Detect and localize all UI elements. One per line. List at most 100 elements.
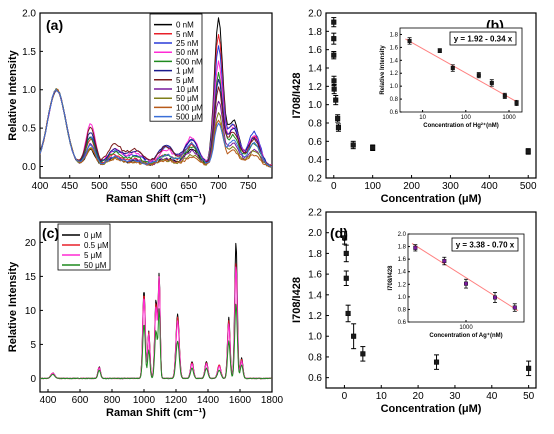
y-tick-label: 1.0 <box>308 100 322 111</box>
legend-box <box>57 223 111 271</box>
x-tick-label: 1400 <box>197 395 220 406</box>
fit-line <box>405 38 519 103</box>
y-tick-label: 10 <box>25 306 37 317</box>
x-tick-label: 40 <box>486 391 498 402</box>
y-tick-label: 1.6 <box>390 45 399 51</box>
data-point <box>343 275 349 281</box>
y-tick-label: 1.2 <box>308 311 322 322</box>
y-axis-label: I708/I428 <box>291 277 303 323</box>
x-tick-label: 1000 <box>459 325 473 331</box>
fit-line <box>411 243 519 312</box>
y-tick-label: 1.0 <box>22 85 36 96</box>
legend-label: 5 μM <box>84 251 102 260</box>
x-tick-label: 600 <box>151 181 168 192</box>
y-tick-label: 1.2 <box>398 282 407 288</box>
plot-frame <box>325 211 537 389</box>
data-point <box>526 365 532 371</box>
equation-label: y = 1.92 - 0.34 x <box>454 35 513 44</box>
panel-a: 400 450 500 550 600 650 700 750 0.0 0.5 1.0 1.5 2.0 0… <box>7 9 273 205</box>
legend-label: 1 μM <box>176 67 194 76</box>
y-tick-label: 1.2 <box>308 82 322 93</box>
legend-box <box>149 13 203 122</box>
x-tick-label: 10 <box>376 391 388 402</box>
inset-data-point <box>493 295 498 300</box>
equation-box <box>449 31 517 46</box>
inset-data-point <box>437 48 442 53</box>
y-tick-label: 2.0 <box>22 9 36 20</box>
y-tick-label: 0.8 <box>308 119 322 130</box>
x-axis-label: Concentration (μM) <box>381 403 482 415</box>
legend-label: 0 μM <box>84 231 102 240</box>
x-tick-label: 0 <box>331 181 337 192</box>
y-tick-label: 2.0 <box>398 232 407 238</box>
data-point <box>333 97 339 103</box>
inset-y-axis-label: Relative Intensity <box>380 45 386 95</box>
y-tick-label: 0.8 <box>390 97 399 103</box>
data-point <box>433 359 440 365</box>
y-tick-label: 0.8 <box>398 307 407 313</box>
inset-data-point <box>489 80 494 85</box>
y-tick-label: 1.4 <box>308 64 322 75</box>
x-tick-label: 400 <box>40 395 57 406</box>
equation-label: y = 3.38 - 0.70 x <box>456 241 515 250</box>
legend-label: 5 μM <box>176 76 194 85</box>
inset-x-axis-label: Concentration of Hg²⁺(nM) <box>423 122 499 129</box>
data-point <box>360 351 366 357</box>
data-point <box>342 235 348 241</box>
panel-b: 0 100 200 300 400 500 0.2 0.4 0.6 0.8 1.0 1.2 1.4 1.6… <box>291 9 537 206</box>
y-tick-label: 0.6 <box>308 137 322 148</box>
inset-data-point <box>442 259 447 264</box>
y-tick-label: 1.4 <box>308 290 322 301</box>
y-tick-label: 20 <box>25 238 37 249</box>
series-group <box>40 242 272 380</box>
y-tick-label: 0.6 <box>308 373 322 384</box>
data-point <box>343 250 349 256</box>
y-tick-label: 1.8 <box>390 32 399 38</box>
series-line-5-μM <box>40 86 272 167</box>
y-tick-label: 0.5 <box>22 124 36 135</box>
data-point <box>331 36 337 42</box>
panel-label: (d) <box>330 225 348 241</box>
y-axis-label: Relative Intensity <box>7 261 19 352</box>
y-tick-label: 0.6 <box>398 320 407 326</box>
inset-data-point <box>476 73 481 78</box>
x-tick-label: 400 <box>481 181 498 192</box>
inset-data-point <box>514 100 519 105</box>
y-tick-label: 2.0 <box>308 9 322 20</box>
inset-chart: 10 100 1000 0.6 0.8 1.0 1.2 1.4 1.6 1.8 y = 1.92 -… <box>380 27 523 129</box>
x-tick-label: 550 <box>121 181 138 192</box>
panel-c: 400 600 800 1000 1200 1400 1600 1800 0 5 10 15 20 0 μ… <box>7 221 284 419</box>
x-tick-label: 400 <box>32 181 49 192</box>
panel-d: 0 10 20 30 40 50 0.6 0.8 1.0 1.2 1.4 1.6 1.8 2.0 2.2 (d… <box>291 208 537 415</box>
y-axis-label: I708/I428 <box>291 73 303 119</box>
y-tick-label: 1.8 <box>398 245 407 251</box>
legend-label: 50 μM <box>84 261 107 270</box>
x-tick-label: 200 <box>403 181 420 192</box>
x-axis-label: Concentration (μM) <box>381 193 482 205</box>
x-tick-label: 20 <box>413 391 425 402</box>
data-point <box>331 86 337 92</box>
y-tick-label: 1.6 <box>398 257 407 263</box>
x-tick-label: 750 <box>240 181 257 192</box>
plot-frame <box>399 27 523 113</box>
x-tick-label: 650 <box>180 181 197 192</box>
x-tick-label: 800 <box>104 395 121 406</box>
y-tick-label: 2.2 <box>308 208 322 219</box>
y-axis-label: Relative Intensity <box>7 49 19 140</box>
y-tick-label: 5 <box>30 340 36 351</box>
legend-label: 50 nM <box>176 48 199 57</box>
legend-label: 50 μM <box>176 94 199 103</box>
inset-data-point <box>407 38 412 43</box>
x-tick-label: 30 <box>449 391 461 402</box>
data-point <box>335 125 341 131</box>
x-tick-label: 1600 <box>229 395 252 406</box>
y-tick-label: 1.4 <box>398 270 407 276</box>
data-point <box>331 52 337 58</box>
legend-label: 500 nM <box>176 57 203 66</box>
data-point <box>525 148 531 154</box>
x-tick-label: 600 <box>72 395 89 406</box>
y-tick-label: 1.8 <box>308 249 322 260</box>
y-tick-label: 1.8 <box>308 27 322 38</box>
